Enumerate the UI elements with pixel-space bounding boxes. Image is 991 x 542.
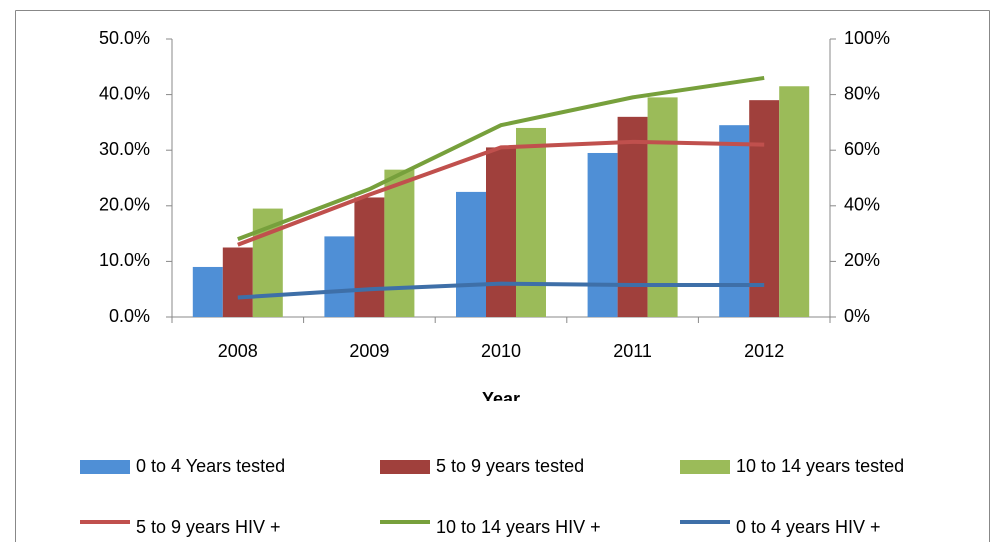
y-tick-label: 40.0% bbox=[99, 83, 150, 103]
y2-tick-label: 60% bbox=[844, 139, 880, 159]
legend-label: 0 to 4 Years tested bbox=[136, 456, 285, 476]
y-tick-label: 0.0% bbox=[109, 306, 150, 326]
bar bbox=[749, 100, 780, 317]
line bbox=[237, 281, 765, 300]
y2-tick-label: 40% bbox=[844, 195, 880, 215]
legend-item: 10 to 14 years HIV + bbox=[380, 517, 601, 537]
legend-item: 10 to 14 years tested bbox=[680, 456, 904, 476]
legend-item: 5 to 9 years tested bbox=[380, 456, 584, 476]
x-tick-label: 2012 bbox=[744, 341, 784, 361]
legend-swatch bbox=[680, 460, 730, 474]
legend-item: 0 to 4 Years tested bbox=[80, 456, 285, 476]
legend-swatch bbox=[80, 460, 130, 474]
bar bbox=[719, 125, 750, 318]
bar bbox=[587, 152, 618, 317]
bar bbox=[354, 197, 385, 317]
legend-item: 5 to 9 years HIV + bbox=[80, 517, 281, 537]
legend-label: 0 to 4 years HIV + bbox=[736, 517, 881, 537]
y2-tick-label: 100% bbox=[844, 28, 890, 48]
legend-item: 0 to 4 years HIV + bbox=[680, 517, 881, 537]
bar bbox=[324, 236, 355, 317]
y-tick-label: 30.0% bbox=[99, 139, 150, 159]
bar bbox=[486, 147, 516, 317]
legend-label: 10 to 14 years tested bbox=[736, 456, 904, 476]
legend-label: 5 to 9 years HIV + bbox=[136, 517, 281, 537]
x-axis-title: Year bbox=[482, 389, 520, 409]
x-tick-label: 2010 bbox=[481, 341, 521, 361]
bar bbox=[516, 127, 546, 318]
legend-label: 10 to 14 years HIV + bbox=[436, 517, 601, 537]
legend-swatch bbox=[380, 460, 430, 474]
bar bbox=[647, 97, 678, 317]
line bbox=[237, 75, 765, 242]
y-tick-label: 10.0% bbox=[99, 250, 150, 270]
y2-tick-label: 80% bbox=[844, 83, 880, 103]
x-tick-label: 2011 bbox=[613, 341, 652, 361]
y2-tick-label: 0% bbox=[844, 306, 870, 326]
bar bbox=[456, 191, 486, 317]
bar bbox=[779, 86, 810, 317]
x-tick-label: 2008 bbox=[218, 341, 258, 361]
bar bbox=[192, 266, 223, 317]
bar bbox=[222, 247, 253, 317]
y-tick-label: 50.0% bbox=[99, 28, 150, 48]
legend-label: 5 to 9 years tested bbox=[436, 456, 584, 476]
x-tick-label: 2009 bbox=[349, 341, 389, 361]
line bbox=[237, 139, 765, 247]
y-tick-label: 20.0% bbox=[99, 195, 150, 215]
y2-tick-label: 20% bbox=[844, 250, 880, 270]
bar bbox=[384, 169, 415, 317]
